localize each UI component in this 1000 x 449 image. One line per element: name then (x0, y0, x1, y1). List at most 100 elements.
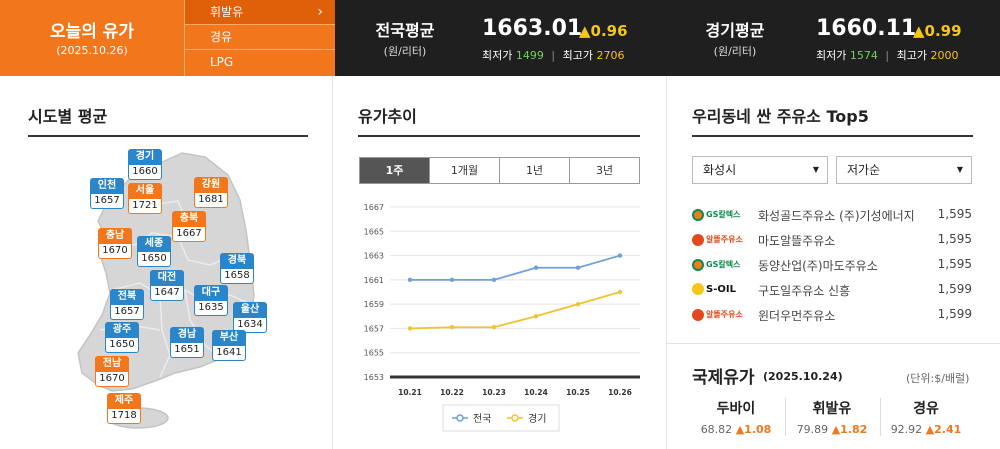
region-name: 강원 (194, 177, 228, 192)
region-pin-chungbuk[interactable]: 충북 1667 (172, 211, 206, 242)
region-pin-incheon[interactable]: 인천 1657 (90, 178, 124, 209)
column-divider (332, 76, 333, 449)
oil-price: 68.82 (700, 423, 733, 436)
today-title: 오늘의 유가 (49, 22, 135, 42)
trend-title: 유가추이 (358, 107, 417, 126)
region-pin-gangwon[interactable]: 강원 1681 (194, 177, 228, 208)
legend-marker (456, 414, 464, 422)
station-row[interactable]: 알뜰주유소 마도알뜰주유소 1,595 (692, 229, 972, 251)
national-low: 1499 (515, 49, 544, 62)
region-pin-sejong[interactable]: 세종 1650 (137, 236, 171, 267)
region-pin-gyeongnam[interactable]: 경남 1651 (170, 327, 204, 358)
intl-oil-diesel: 경유 92.92 ▲2.41 (882, 398, 970, 436)
brand-logo-icon: 알뜰주유소 (692, 231, 743, 249)
station-row[interactable]: GS칼텍스 화성골드주유소 (주)기성에너지 1,595 (692, 204, 972, 226)
region-name: 충북 (172, 211, 206, 226)
region-pin-chungnam[interactable]: 충남 1670 (98, 228, 132, 259)
dropdown-arrow-icon: ▼ (812, 165, 819, 174)
region-price: 1658 (220, 268, 254, 284)
region-pin-gwangju[interactable]: 광주 1650 (105, 322, 139, 353)
section-underline (358, 135, 640, 137)
x-tick-label: 10.25 (566, 388, 590, 397)
tab-1month[interactable]: 1개월 (429, 158, 499, 183)
region-price: 1670 (98, 243, 132, 259)
station-price: 1,599 (937, 282, 972, 296)
region-pin-jeonbuk[interactable]: 전북 1657 (110, 289, 144, 320)
today-price-panel: 오늘의 유가 (2025.10.26) (0, 0, 184, 76)
section-underline (28, 135, 308, 137)
gyeonggi-low: 1574 (849, 49, 878, 62)
national-high: 2706 (596, 49, 625, 62)
data-point (533, 265, 539, 270)
tab-1year[interactable]: 1년 (499, 158, 569, 183)
region-name: 대구 (194, 285, 228, 300)
region-pin-ulsan[interactable]: 울산 1634 (233, 302, 267, 333)
data-point (575, 265, 581, 270)
region-price: 1660 (128, 164, 162, 180)
intl-title: 국제유가 (692, 368, 755, 388)
region-pin-gyeongbuk[interactable]: 경북 1658 (220, 253, 254, 284)
gyeonggi-high: 2000 (930, 49, 959, 62)
top-bar: 오늘의 유가 (2025.10.26) 휘발유 › 경유 LPG 전국평균 (원… (0, 0, 1000, 76)
region-pin-daegu[interactable]: 대구 1635 (194, 285, 228, 316)
region-pin-daejeon[interactable]: 대전 1647 (150, 270, 184, 301)
intl-oil-gasoline: 휘발유 79.89 ▲1.82 (788, 398, 876, 436)
region-pin-jeonnam[interactable]: 전남 1670 (95, 356, 129, 387)
data-point (449, 325, 455, 330)
legend-label: 전국 (473, 413, 491, 425)
station-price: 1,595 (937, 257, 972, 271)
station-row[interactable]: GS칼텍스 동양산업(주)마도주유소 1,595 (692, 254, 972, 276)
oil-change: ▲1.08 (735, 423, 772, 436)
x-tick-label: 10.26 (608, 388, 632, 397)
oil-name: 경유 (913, 401, 939, 417)
x-tick-label: 10.22 (440, 388, 464, 397)
fuel-type-nav: 휘발유 › 경유 LPG (184, 0, 335, 76)
intl-unit: (단위:$/배럴) (906, 372, 970, 385)
data-point (617, 289, 623, 295)
region-pin-busan[interactable]: 부산 1641 (212, 330, 246, 361)
regional-title: 시도별 평균 (28, 107, 108, 126)
brand-label: S-OIL (706, 284, 736, 295)
brand-logo-icon: GS칼텍스 (692, 206, 742, 224)
tab-3year[interactable]: 3년 (569, 158, 639, 183)
region-name: 광주 (105, 322, 139, 337)
gyeonggi-unit: (원/리터) (713, 45, 757, 58)
region-price: 1650 (105, 337, 139, 353)
legend-label: 경기 (528, 412, 546, 425)
oil-price: 79.89 (796, 423, 829, 436)
region-pin-jeju[interactable]: 제주 1718 (107, 393, 141, 424)
region-name: 대전 (150, 270, 184, 285)
station-row[interactable]: 알뜰주유소 윈더우먼주유소 1,599 (692, 304, 972, 326)
fuel-tab-gasoline[interactable]: 휘발유 › (185, 0, 335, 25)
intl-oil-dubai: 두바이 68.82 ▲1.08 (692, 398, 780, 436)
station-name: 구도일주유소 신흥 (758, 284, 851, 298)
tab-1week[interactable]: 1주 (360, 158, 429, 183)
x-tick-label: 10.24 (524, 388, 548, 397)
top5-title: 우리동네 싼 주유소 Top5 (692, 107, 869, 126)
region-pin-seoul[interactable]: 서울 1721 (128, 183, 162, 214)
gyeonggi-average: 경기평균 (원/리터) 1660.11 ▲0.99 최저가 1574 | 최고가… (665, 0, 1000, 76)
region-price: 1721 (128, 198, 162, 214)
fuel-tab-lpg[interactable]: LPG (185, 50, 335, 75)
national-range: 최저가 1499 | 최고가 2706 (482, 49, 625, 62)
gyeonggi-price: 1660.11 (816, 16, 917, 41)
section-divider (666, 343, 1000, 344)
y-tick-label: 1653 (364, 373, 384, 382)
fuel-tab-diesel[interactable]: 경유 (185, 25, 335, 50)
series-line-1 (409, 291, 621, 330)
dropdown-arrow-icon: ▼ (956, 165, 963, 174)
data-point (533, 314, 539, 319)
station-row[interactable]: S-OIL 구도일주유소 신흥 1,599 (692, 279, 972, 301)
brand-label: GS칼텍스 (706, 260, 741, 269)
station-name: 마도알뜰주유소 (758, 234, 836, 248)
region-pin-gyeonggi[interactable]: 경기 1660 (128, 149, 162, 180)
sort-select[interactable]: 저가순 ▼ (836, 156, 972, 184)
x-tick-label: 10.23 (482, 388, 506, 397)
region-select[interactable]: 화성시 ▼ (692, 156, 828, 184)
region-price: 1667 (172, 226, 206, 242)
chart-plot-area (390, 207, 640, 377)
region-price: 1670 (95, 371, 129, 387)
region-price: 1650 (137, 251, 171, 267)
station-name: 동양산업(주)마도주유소 (758, 259, 878, 273)
region-price: 1635 (194, 300, 228, 316)
